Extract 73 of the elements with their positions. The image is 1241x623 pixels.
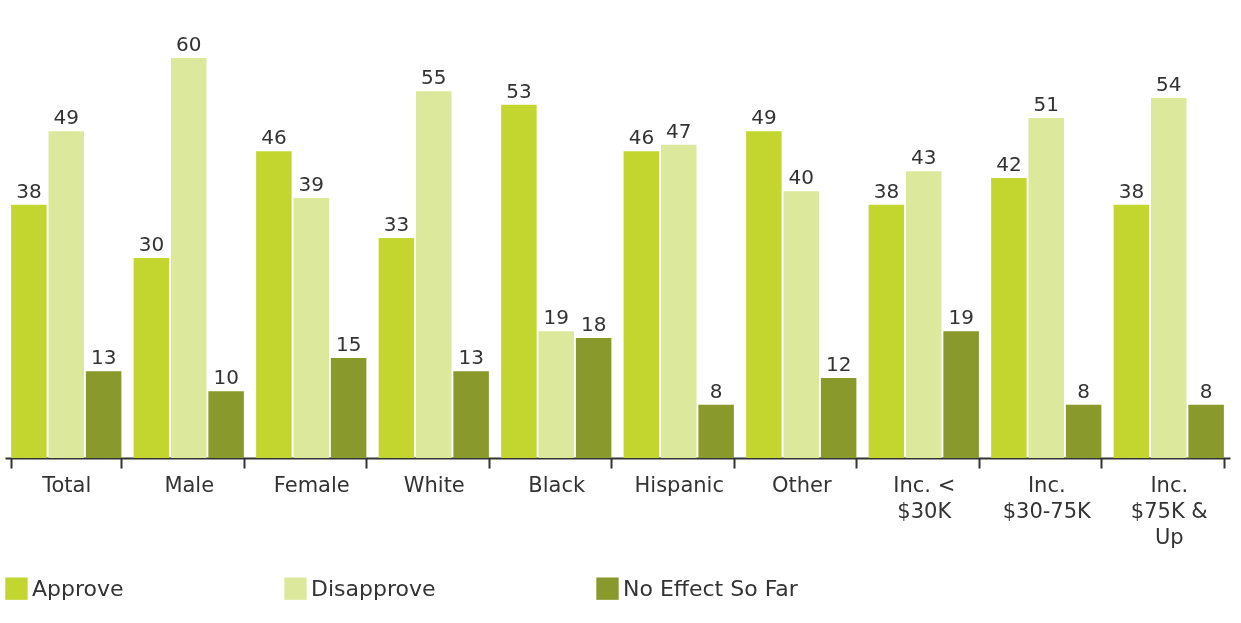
data-label: 38 — [873, 178, 900, 203]
bar — [661, 144, 697, 458]
legend-label: Approve — [32, 575, 124, 601]
bar — [991, 178, 1027, 458]
data-label: 8 — [1199, 378, 1213, 403]
x-tick-label: Other — [771, 472, 832, 497]
data-label: 55 — [421, 65, 447, 90]
x-tick-label: Inc. < $30K — [893, 472, 956, 523]
data-label: 46 — [261, 125, 287, 150]
bar — [538, 331, 574, 458]
data-label: 33 — [383, 212, 410, 236]
bar — [48, 131, 84, 458]
data-label: 15 — [335, 332, 362, 356]
data-label: 46 — [628, 125, 655, 150]
data-label: 43 — [911, 145, 937, 170]
data-label: 38 — [16, 178, 42, 203]
bar — [1113, 204, 1150, 458]
data-label: 54 — [1156, 72, 1182, 96]
x-tick-label: Inc. $75K & Up — [1130, 472, 1208, 549]
bar — [1028, 118, 1064, 458]
bar — [1065, 404, 1102, 458]
data-label: 12 — [825, 352, 852, 376]
bar — [208, 391, 244, 458]
bar — [453, 371, 489, 458]
data-label: 53 — [506, 78, 532, 103]
x-tick-label: Hispanic — [634, 472, 724, 497]
bar — [85, 371, 122, 458]
x-tick-label: Inc. $30-75K — [1002, 472, 1093, 523]
bar — [906, 171, 942, 458]
data-label: 8 — [1077, 378, 1090, 403]
bar — [256, 151, 292, 458]
data-label: 47 — [666, 118, 692, 143]
x-tick-label: Female — [273, 472, 350, 497]
bar — [746, 131, 782, 458]
bar — [1151, 98, 1187, 458]
bar — [378, 238, 415, 458]
bar — [133, 258, 170, 458]
bar — [293, 198, 329, 458]
data-label: 13 — [90, 345, 117, 370]
bar — [171, 58, 207, 458]
bar — [11, 204, 47, 458]
x-tick-label: Total — [41, 472, 92, 497]
bar — [501, 104, 537, 458]
data-label: 49 — [751, 105, 777, 130]
bar — [416, 91, 452, 458]
x-tick-label: White — [403, 472, 465, 497]
bar — [1188, 404, 1224, 458]
data-label: 39 — [298, 172, 324, 196]
data-label: 38 — [1118, 178, 1145, 203]
bar — [868, 204, 905, 458]
bar — [575, 338, 612, 458]
bar — [623, 151, 660, 458]
data-label: 8 — [709, 378, 723, 403]
legend-label: No Effect So Far — [623, 575, 799, 601]
bar — [698, 404, 734, 458]
data-label: 49 — [53, 105, 79, 130]
data-label: 30 — [138, 232, 165, 256]
legend-label: Disapprove — [311, 575, 436, 601]
data-label: 18 — [580, 312, 607, 336]
data-label: 60 — [176, 32, 202, 56]
bar — [943, 331, 979, 458]
x-tick-label: Black — [528, 472, 586, 497]
bar — [820, 378, 857, 458]
data-label: 19 — [543, 305, 569, 330]
x-tick-label: Male — [164, 472, 215, 497]
data-label: 19 — [948, 305, 974, 330]
data-label: 40 — [788, 165, 814, 190]
data-label: 51 — [1033, 92, 1059, 116]
data-label: 42 — [996, 152, 1022, 176]
data-label: 13 — [458, 345, 484, 370]
bar — [330, 358, 367, 458]
bar — [783, 191, 819, 458]
data-label: 10 — [213, 365, 239, 390]
